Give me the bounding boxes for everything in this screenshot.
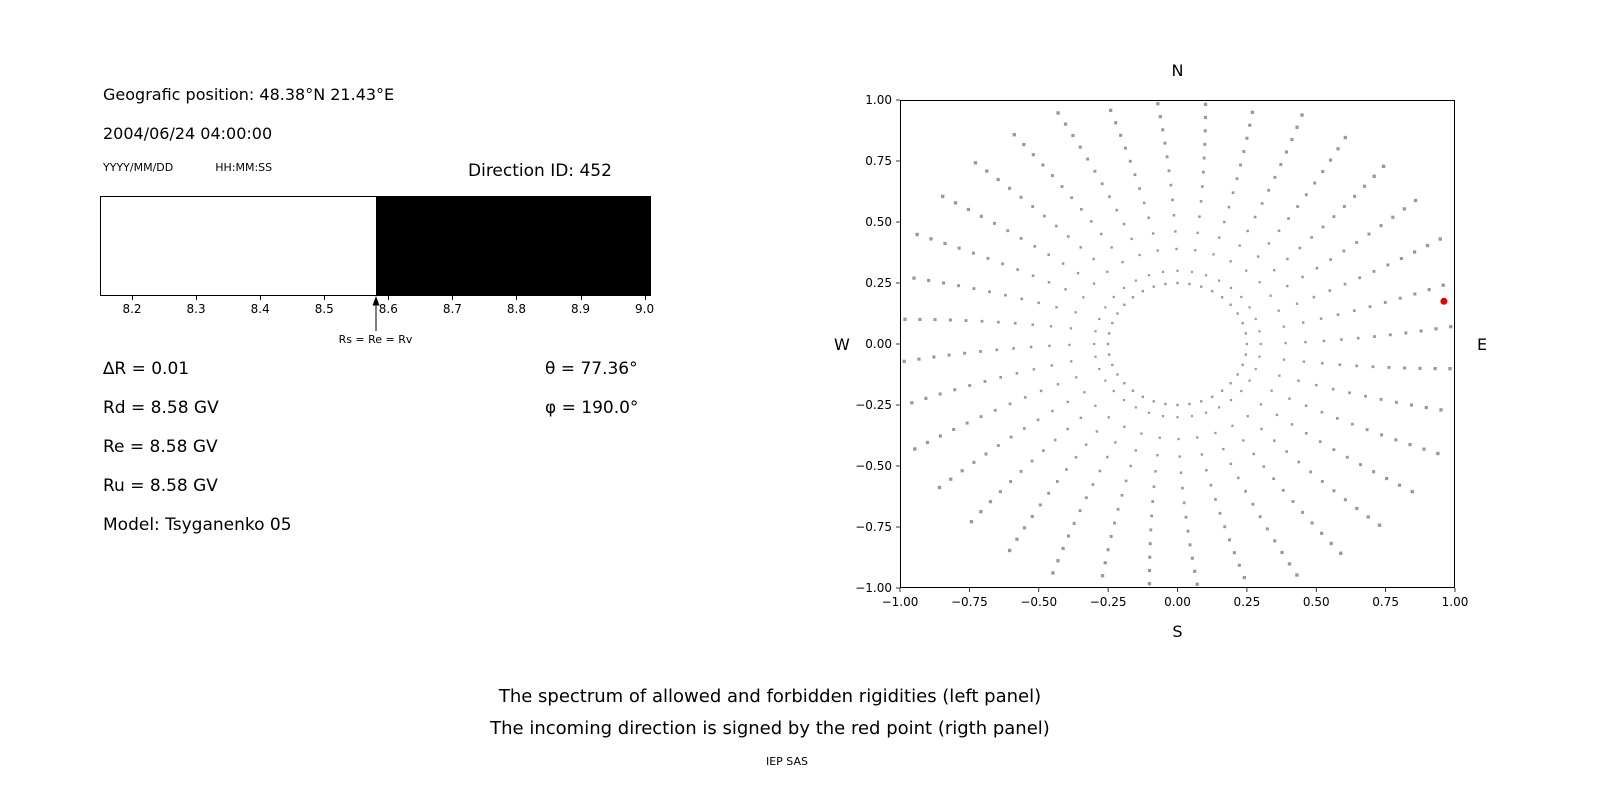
arrow-annotation-label: Rs = Re = Rv — [338, 333, 413, 346]
compass-south-label: S — [1172, 622, 1183, 641]
datetime-format-labels: YYYY/MM/DD HH:MM:SS — [103, 161, 272, 174]
y-tick-label: 1.00 — [865, 93, 892, 107]
x-tick-label: 0.00 — [1164, 595, 1191, 609]
x-tick-label: 0.75 — [1372, 595, 1399, 609]
caption-line-1: The spectrum of allowed and forbidden ri… — [498, 686, 1042, 707]
rigidity-spectrum-chart: Rs = Re = Rv 8.2 8.3 8.4 8.5 8.6 8.7 8.8 8.9 9.0 — [100, 196, 654, 346]
compass-east-label: E — [1477, 335, 1488, 354]
spectrum-x-tick — [580, 296, 582, 300]
geo-position-text: Geografic position: 48.38°N 21.43°E — [103, 85, 395, 104]
spectrum-x-tick-label: 8.7 — [442, 302, 462, 316]
x-tick-label: 1.00 — [1441, 595, 1469, 609]
spectrum-x-tick-label: 8.2 — [122, 302, 142, 316]
x-tick-label: −0.25 — [1089, 595, 1127, 609]
y-tick-label: 0.75 — [865, 154, 892, 168]
y-tick-label: −0.25 — [855, 398, 892, 412]
compass-north-label: N — [1171, 61, 1184, 80]
spectrum-x-tick — [516, 296, 518, 300]
parameter-value: Ru = 8.58 GV — [103, 476, 218, 496]
caption-line-2: The incoming direction is signed by the … — [490, 718, 1050, 739]
compass-west-label: W — [834, 335, 850, 354]
spectrum-forbidden-region — [375, 196, 651, 296]
spectrum-x-tick — [132, 296, 134, 300]
red-point-incoming-direction — [1440, 297, 1448, 305]
x-tick-label: 0.50 — [1302, 595, 1330, 609]
spectrum-x-tick — [196, 296, 198, 300]
y-tick-label: −1.00 — [855, 581, 892, 595]
parameter-value: ∆R = 0.01 — [103, 359, 190, 379]
parameter-value: φ = 190.0° — [545, 398, 639, 418]
y-tick-label: −0.50 — [855, 459, 892, 473]
parameter-value: Rd = 8.58 GV — [103, 398, 219, 418]
plot-border — [900, 100, 1455, 588]
x-tick-label: −0.50 — [1020, 595, 1058, 609]
sky-map-chart: N S W E −1.00 −0.75 −0.50 −0.25 0.00 0.25 0.50… — [834, 61, 1487, 641]
spectrum-x-tick-label: 8.8 — [506, 302, 526, 316]
date-format-label: YYYY/MM/DD — [103, 161, 174, 174]
arrow-up-icon — [372, 296, 379, 331]
spectrum-x-tick-label: 9.0 — [635, 302, 655, 316]
spectrum-x-tick — [388, 296, 390, 300]
direction-id-text: Direction ID: 452 — [468, 161, 612, 181]
asymptotic-direction-dots — [902, 102, 1453, 586]
y-tick-label: 0.25 — [865, 276, 892, 290]
parameters-left-column: ∆R = 0.01 Rd = 8.58 GV Re = 8.58 GV Ru = 8.… — [103, 350, 292, 545]
parameter-value: θ = 77.36° — [545, 359, 638, 379]
x-tick-label: 0.25 — [1233, 595, 1261, 609]
y-tick-label: 0.00 — [865, 337, 892, 351]
spectrum-x-tick-label: 8.3 — [186, 302, 206, 316]
spectrum-x-tick — [452, 296, 454, 300]
x-tick-label: −1.00 — [881, 595, 919, 609]
spectrum-x-tick-label: 8.5 — [314, 302, 334, 316]
y-tick-label: −0.75 — [855, 520, 892, 534]
spectrum-x-tick — [324, 296, 326, 300]
credit-text: IEP SAS — [765, 755, 809, 768]
spectrum-x-tick-label: 8.6 — [378, 302, 398, 316]
datetime-text: 2004/06/24 04:00:00 — [103, 124, 273, 143]
sky-map-plot — [896, 99, 1456, 592]
parameter-value: Model: Tsyganenko 05 — [103, 515, 292, 535]
spectrum-x-tick-label: 8.4 — [250, 302, 270, 316]
x-tick-label: −0.75 — [950, 595, 988, 609]
y-tick-label: 0.50 — [865, 215, 892, 229]
parameters-right-column: θ = 77.36° φ = 190.0° — [545, 350, 638, 428]
axis-ticks — [896, 99, 1456, 592]
spectrum-x-tick — [260, 296, 262, 300]
time-format-label: HH:MM:SS — [215, 161, 273, 174]
spectrum-x-tick — [644, 296, 646, 300]
parameter-value: Re = 8.58 GV — [103, 437, 218, 457]
spectrum-x-tick-label: 8.9 — [570, 302, 591, 316]
